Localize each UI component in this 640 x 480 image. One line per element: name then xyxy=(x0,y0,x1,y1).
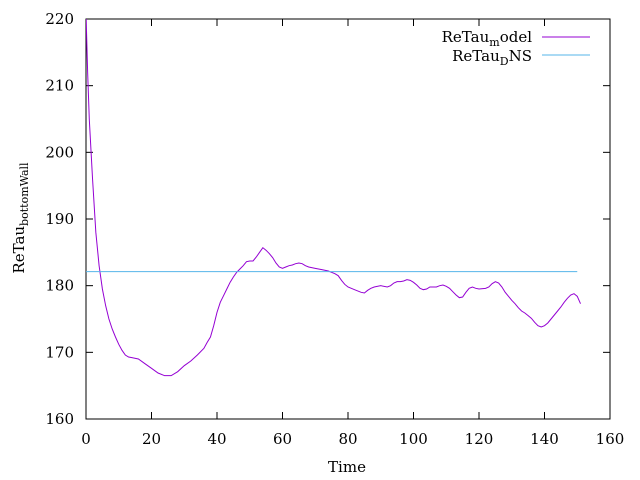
x-tick-label: 120 xyxy=(465,430,494,448)
x-tick-label: 40 xyxy=(207,430,226,448)
axes xyxy=(85,18,611,420)
y-tick-label: 190 xyxy=(45,210,74,228)
x-tick-label: 60 xyxy=(273,430,292,448)
x-tick-label: 0 xyxy=(81,430,91,448)
legend-label-dns: ReTauDNS xyxy=(452,47,532,68)
y-tick-label: 210 xyxy=(45,77,74,95)
y-tick-label: 180 xyxy=(45,277,74,295)
legend-label-model: ReTaumodel xyxy=(442,28,533,49)
x-tick-label: 160 xyxy=(596,430,625,448)
x-tick-label: 140 xyxy=(530,430,559,448)
y-axis-label: ReTaubottomWall xyxy=(10,162,31,274)
y-tick-label: 160 xyxy=(45,410,74,428)
y-tick-label: 200 xyxy=(45,143,74,161)
ticks: 0 20 40 60 80 100 120 140 160 160 170 180 190 200 210 2… xyxy=(45,10,624,448)
x-tick-label: 20 xyxy=(142,430,161,448)
plot-frame xyxy=(85,18,611,420)
legend: ReTaumodel ReTauDNS xyxy=(442,28,590,68)
series-line-model xyxy=(86,19,581,377)
y-tick-label: 170 xyxy=(45,343,74,361)
x-tick-label: 100 xyxy=(399,430,428,448)
y-tick-label: 220 xyxy=(45,10,74,28)
x-axis-label: Time xyxy=(328,458,366,476)
series xyxy=(86,19,581,377)
x-tick-label: 80 xyxy=(338,430,357,448)
